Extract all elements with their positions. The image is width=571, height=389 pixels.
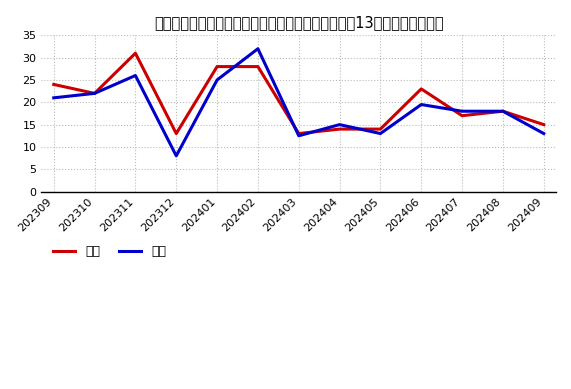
山东	[295, 133, 302, 138]
河南	[173, 131, 180, 136]
河南	[459, 113, 465, 118]
Title: 中国白刚玉生产商库存去化天数最高的二个省份过去13个月库存去化天数: 中国白刚玉生产商库存去化天数最高的二个省份过去13个月库存去化天数	[154, 15, 444, 30]
山东	[173, 154, 180, 158]
山东	[255, 46, 262, 51]
河南	[418, 87, 425, 91]
河南	[91, 91, 98, 96]
山东	[50, 96, 57, 100]
山东	[214, 78, 220, 82]
河南	[50, 82, 57, 87]
山东	[336, 122, 343, 127]
山东	[540, 131, 547, 136]
山东	[500, 109, 506, 114]
河南	[214, 64, 220, 69]
山东	[377, 131, 384, 136]
河南	[500, 109, 506, 114]
河南	[336, 127, 343, 131]
山东	[132, 73, 139, 78]
河南	[255, 64, 262, 69]
山东	[91, 91, 98, 96]
Line: 河南: 河南	[54, 53, 544, 133]
Legend: 河南, 山东: 河南, 山东	[48, 240, 171, 263]
河南	[295, 131, 302, 136]
Line: 山东: 山东	[54, 49, 544, 156]
河南	[377, 127, 384, 131]
河南	[132, 51, 139, 56]
河南	[540, 122, 547, 127]
山东	[459, 109, 465, 114]
山东	[418, 102, 425, 107]
